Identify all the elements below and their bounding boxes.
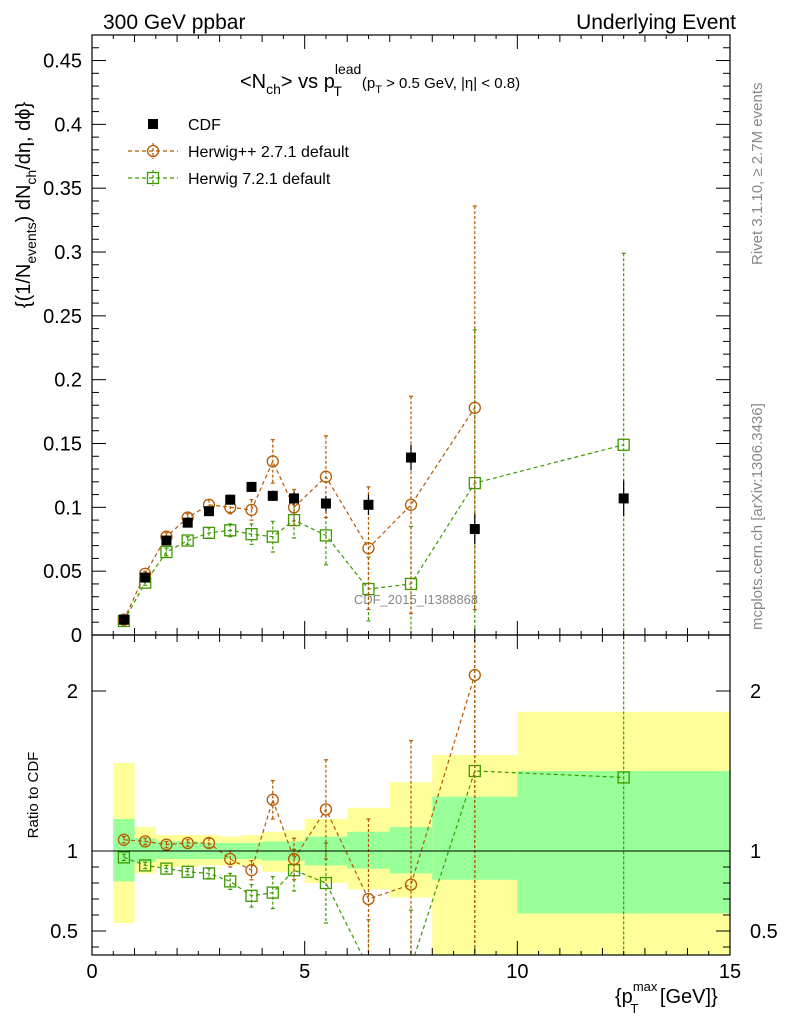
y-tick-label: 0.35 [43, 178, 82, 200]
ratio-herwig7-point [363, 962, 374, 973]
ratio-herwigpp-point [245, 864, 258, 877]
header-right: Underlying Event [576, 11, 736, 34]
ratio-y-tick-label-right: 0.5 [750, 921, 778, 943]
cdf-point [469, 524, 480, 535]
header-left: 300 GeV ppbar [103, 11, 245, 34]
cdf-point [161, 535, 172, 546]
main-y-label: {(1/Nevents) dNch/dη, dϕ} [13, 102, 39, 309]
cdf-point [320, 498, 331, 509]
cdf-point [182, 517, 193, 528]
herwig7-line [123, 444, 624, 622]
herwigpp-point [468, 401, 481, 414]
ratio-herwig7-point [139, 859, 152, 872]
ratio-herwig7-point [245, 889, 258, 902]
ratio-herwig7-point [617, 771, 630, 784]
legend-label: Herwig 7.2.1 default [188, 171, 331, 188]
herwig7-point [617, 438, 630, 451]
ratio-herwig7-point [181, 865, 194, 878]
chart-title: <Nch> vs plead T (pT > 0.5 GeV, |η| < 0.8) [240, 61, 520, 99]
mcplots-label: mcplots.cern.ch [arXiv:1306.3436] [749, 403, 766, 630]
herwig7-point [319, 529, 333, 542]
cdf-point [618, 493, 629, 504]
y-tick-label: 0.45 [43, 51, 82, 73]
ratio-herwig7-point [266, 886, 279, 899]
cdf-point [267, 490, 278, 501]
ratio-herwig7-point [224, 875, 237, 888]
watermark: CDF_2015_I1388868 [354, 592, 478, 607]
legend-marker [146, 144, 160, 158]
ratio-herwigpp-point [181, 836, 194, 850]
cdf-point [246, 481, 257, 492]
cdf-point [289, 493, 300, 504]
ratio-herwigpp-point [160, 838, 173, 851]
herwig7-point [224, 524, 237, 537]
ratio-herwigpp-point [202, 836, 216, 850]
ratio-herwigpp-point [266, 793, 279, 806]
x-tick-label: 15 [719, 961, 741, 983]
ratio-herwig7-point [319, 876, 333, 890]
cdf-point [363, 499, 374, 510]
ratio-herwigpp-point [319, 803, 333, 816]
ratio-herwigpp-point [287, 852, 301, 866]
y-tick-label: 0.1 [54, 497, 82, 519]
y-tick-label: 0.05 [43, 561, 82, 583]
ratio-y-tick-label: 1 [67, 841, 78, 863]
herwig7-point [181, 534, 194, 547]
ratio-y-tick-label: 2 [67, 681, 78, 703]
ratio-herwigpp-point [468, 668, 481, 682]
legend-label: CDF [188, 117, 221, 134]
y-tick-label: 0.25 [43, 306, 82, 328]
ratio-herwigpp-point [362, 892, 375, 906]
ratio-herwigpp-point [404, 878, 418, 891]
herwig7-point [266, 530, 279, 543]
ratio-herwigpp-point [139, 835, 152, 848]
herwigpp-point [245, 503, 258, 517]
y-tick-label: 0.4 [54, 114, 82, 136]
herwigpp-point [319, 470, 333, 483]
cdf-point [406, 452, 416, 463]
ratio-y-tick-label-right: 2 [750, 681, 761, 703]
main-series-layer [117, 205, 630, 635]
y-tick-label: 0.2 [54, 370, 82, 392]
ratio-y-tick-label-right: 1 [750, 841, 761, 863]
x-axis-label: {pmax T [GeV]} [615, 979, 718, 1016]
legend-marker [148, 119, 158, 129]
herwigpp-point [117, 613, 131, 626]
herwig7-point [202, 526, 216, 540]
herwigpp-line [123, 407, 476, 620]
herwigpp-point [362, 542, 375, 555]
cdf-point [118, 614, 129, 625]
x-tick-label: 10 [506, 961, 528, 983]
ratio-y-tick-label: 0.5 [50, 921, 78, 943]
inner-band [113, 819, 135, 882]
herwigpp-point [404, 498, 418, 511]
y-tick-label: 0.3 [54, 242, 82, 264]
legend-marker [146, 171, 160, 185]
rivet-label: Rivet 3.1.10, ≥ 2.7M events [749, 83, 766, 266]
cdf-point [140, 572, 151, 583]
y-tick-label: 0.15 [43, 434, 82, 456]
x-tick-label: 5 [299, 961, 310, 983]
ratio-series-layer [117, 635, 630, 973]
axes-layer: 0 5 10 15 0 0.05 0.1 0.15 0.2 0.25 0.3 0.35 0.4 0.45 0… [43, 34, 778, 983]
y-tick-label: 0 [71, 625, 82, 647]
ratio-herwigpp-point [224, 852, 237, 866]
ratio-herwigpp-point [117, 833, 131, 846]
ratio-herwig7-point [117, 851, 131, 864]
ratio-y-label: Ratio to CDF [25, 752, 42, 839]
legend-label: Herwig++ 2.7.1 default [188, 144, 350, 161]
cdf-point [225, 494, 236, 505]
ratio-herwig7-point [202, 867, 216, 880]
herwig7-point [245, 527, 258, 541]
herwigpp-point [266, 455, 279, 468]
cdf-point [203, 506, 214, 517]
legend: CDF Herwig++ 2.7.1 default Herwig 7.2.1 de… [128, 117, 350, 188]
x-tick-label: 0 [86, 961, 97, 983]
herwig7-point [160, 545, 173, 559]
ratio-herwig7-point [160, 862, 173, 875]
ratio-bands-layer [113, 711, 730, 955]
ratio-herwig7-point [406, 961, 417, 972]
